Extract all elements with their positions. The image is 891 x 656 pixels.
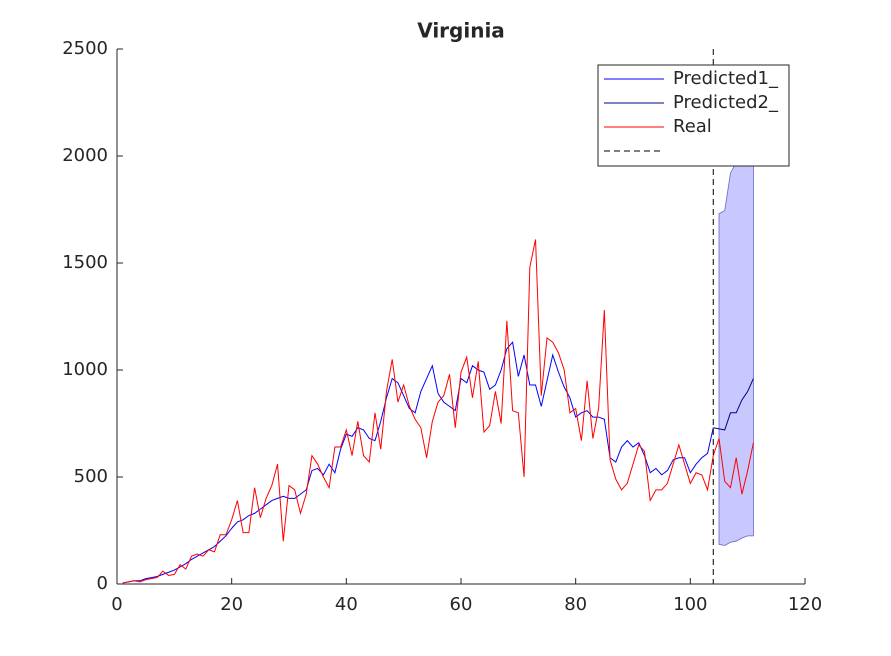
legend-box	[597, 64, 790, 167]
y-tick-label: 0	[97, 573, 108, 594]
series-line	[122, 341, 714, 584]
x-tick-label: 80	[564, 594, 587, 615]
series-line	[122, 239, 754, 584]
plot	[122, 155, 754, 584]
y-tick-label: 1000	[62, 359, 108, 380]
x-tick-label: 40	[335, 594, 358, 615]
x-tick-label: 60	[450, 594, 473, 615]
chart-title: Virginia	[417, 19, 505, 43]
y-tick-label: 2500	[62, 38, 108, 59]
x-tick-label: 100	[673, 594, 707, 615]
legend-label: Predicted1_	[673, 68, 779, 89]
x-tick-label: 120	[788, 594, 822, 615]
confidence-band	[718, 155, 754, 546]
legend-label: Real	[673, 116, 712, 137]
x-tick-label: 0	[111, 594, 122, 615]
y-tick-label: 2000	[62, 145, 108, 166]
y-tick-label: 500	[74, 466, 108, 487]
x-tick-label: 20	[220, 594, 243, 615]
series-line	[713, 378, 754, 431]
legend-label: Predicted2_	[673, 92, 779, 113]
y-tick-label: 1500	[62, 252, 108, 273]
